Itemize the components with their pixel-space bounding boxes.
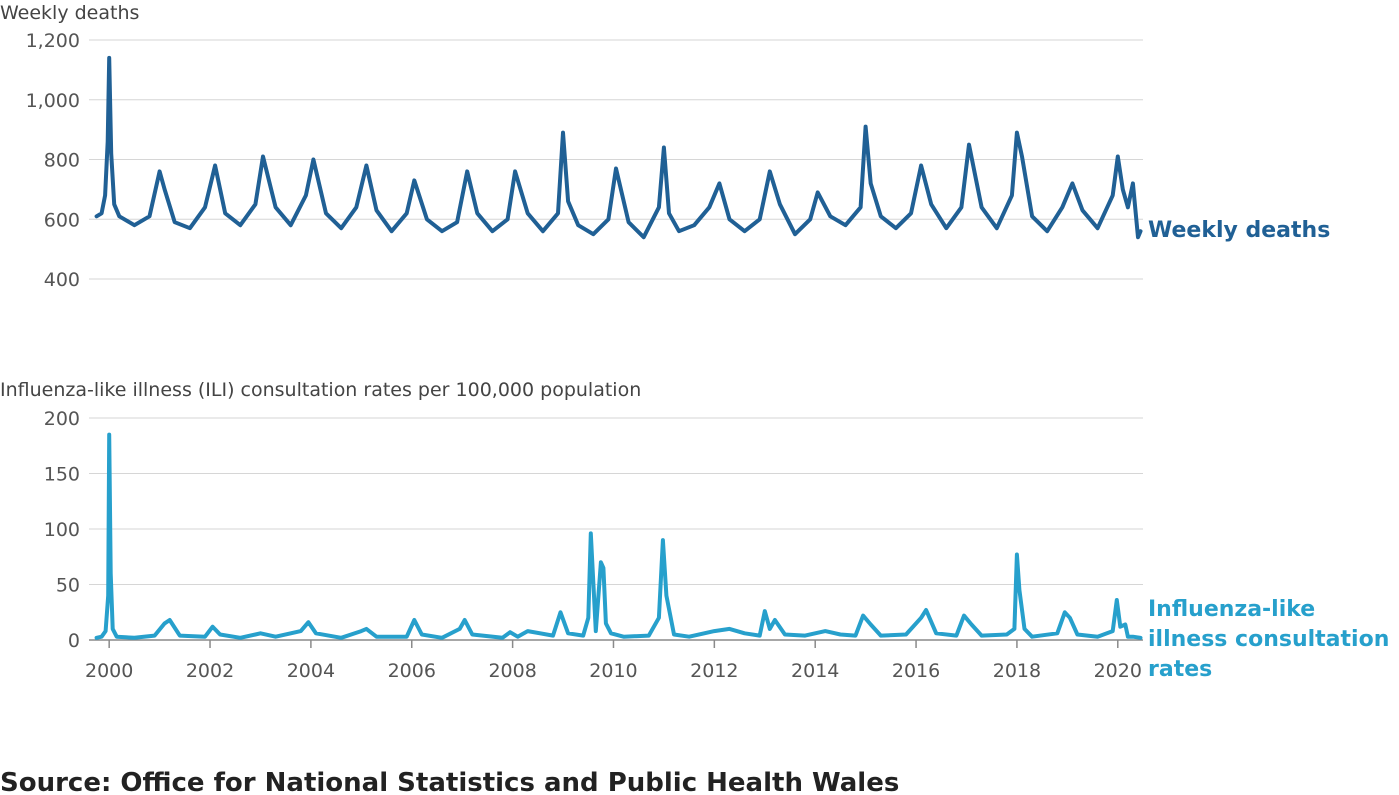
ili-x-tick-label-9: 2018 [993, 660, 1041, 682]
ili-x-tick-label-2: 2004 [287, 660, 335, 682]
ili-x-tick-label-10: 2020 [1094, 660, 1142, 682]
ili-x-tick-label-7: 2014 [791, 660, 839, 682]
deaths-y-tick-label-1: 600 [44, 209, 80, 231]
deaths-gridlines [89, 39, 1143, 280]
ili-y-tick-label-0: 0 [68, 630, 80, 652]
source-note: Source: Office for National Statistics a… [0, 768, 899, 795]
ili-y-tick-label-1: 50 [56, 575, 80, 597]
deaths-panel: Weekly deaths 400 600 800 1,000 1,200 Weekly… [0, 2, 1330, 291]
ili-x-tick-label-6: 2012 [690, 660, 738, 682]
ili-y-tick-label-2: 100 [44, 519, 80, 541]
deaths-y-tick-label-2: 800 [44, 150, 80, 172]
ili-y-ticks: 0 50 100 150 200 [44, 408, 80, 652]
ili-gridlines [89, 417, 1143, 641]
ili-y-tick-label-3: 150 [44, 464, 80, 486]
deaths-series-line [94, 55, 1143, 240]
ili-series-line [94, 432, 1143, 640]
deaths-y-tick-label-0: 400 [44, 269, 80, 291]
ili-x-tick-label-1: 2002 [186, 660, 234, 682]
ili-series-label-line-1: Influenza-like [1148, 597, 1315, 622]
ili-series-label: Influenza-like illness consultation rate… [1148, 597, 1397, 682]
ili-y-tick-label-4: 200 [44, 408, 80, 430]
deaths-series-label: Weekly deaths [1148, 218, 1330, 243]
ili-x-tick-label-0: 2000 [85, 660, 133, 682]
ili-x-tick-label-4: 2008 [488, 660, 536, 682]
ili-x-tick-label-8: 2016 [892, 660, 940, 682]
deaths-y-tick-label-3: 1,000 [26, 90, 80, 112]
ili-series-label-line-2: illness consultation [1148, 627, 1389, 652]
ili-x-tick-label-3: 2006 [388, 660, 436, 682]
ili-panel: Influenza-like illness (ILI) consultatio… [0, 379, 1397, 682]
ili-x-tick-label-5: 2010 [589, 660, 637, 682]
deaths-y-ticks: 400 600 800 1,000 1,200 [26, 30, 80, 291]
ili-series-label-line-3: rates [1148, 657, 1212, 682]
ili-x-ticks: 2000 2002 2004 2006 2008 2010 2012 2014 2016 2018… [85, 640, 1142, 682]
deaths-axis-title: Weekly deaths [0, 2, 139, 24]
ili-axis-title: Influenza-like illness (ILI) consultatio… [0, 379, 641, 401]
deaths-y-tick-label-4: 1,200 [26, 30, 80, 52]
